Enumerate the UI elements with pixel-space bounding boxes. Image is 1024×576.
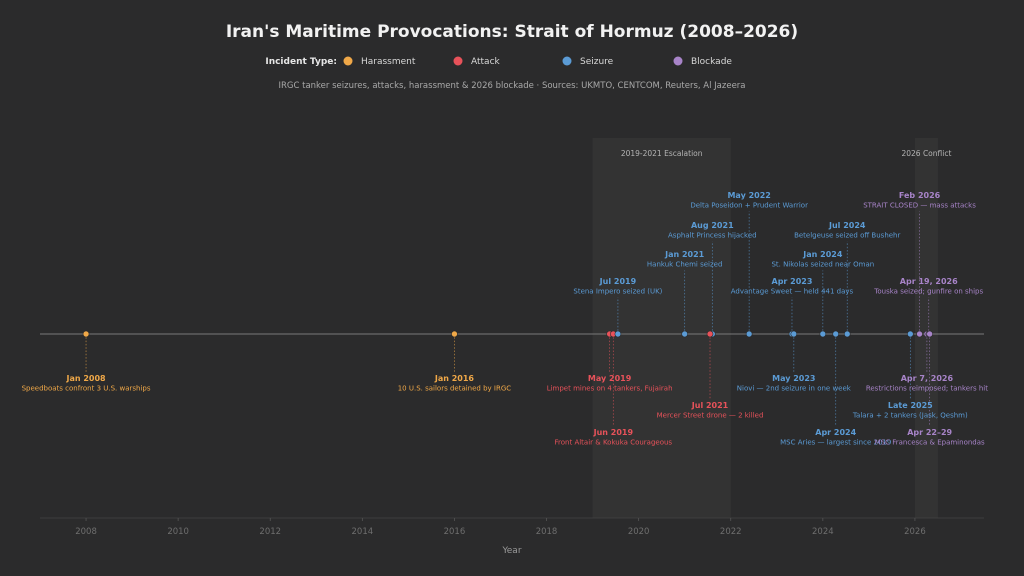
- x-tick-label: 2012: [259, 527, 281, 537]
- event-date-label: Jan 2024: [802, 250, 843, 259]
- x-axis-label: Year: [501, 546, 521, 556]
- event-date-label: May 2019: [588, 374, 632, 383]
- legend-title: Incident Type:: [265, 57, 337, 67]
- event-date-label: Jul 2024: [828, 221, 866, 230]
- event-date-label: Jul 2019: [599, 277, 637, 286]
- event-point: [614, 330, 622, 338]
- event-point: [706, 330, 714, 338]
- event-description: St. Nikolas seized near Oman: [771, 261, 874, 269]
- x-tick-label: 2020: [628, 527, 650, 537]
- legend-item-label: Blockade: [691, 57, 732, 67]
- legend-marker: [343, 56, 353, 66]
- event-point: [832, 330, 840, 338]
- x-tick-label: 2018: [536, 527, 558, 537]
- event-description: Hankuk Chemi seized: [647, 261, 723, 269]
- event-point: [82, 330, 90, 338]
- event-description: Talara + 2 tankers (Jask, Qeshm): [852, 412, 968, 420]
- event-date-label: Jul 2021: [691, 401, 729, 410]
- event-date-label: Jan 2021: [664, 250, 705, 259]
- event-date-label: Apr 2024: [815, 428, 856, 437]
- event-point: [745, 330, 753, 338]
- event-date-label: Aug 2021: [691, 221, 734, 230]
- legend-item-label: Attack: [471, 57, 501, 67]
- event-stems: [85, 211, 931, 426]
- event-description: Limpet mines on 4 tankers, Fujairah: [547, 385, 673, 393]
- event-point: [451, 330, 458, 338]
- event-description: Advantage Sweet — held 441 days: [731, 288, 854, 296]
- x-tick-label: 2022: [720, 527, 742, 537]
- event-points: [82, 330, 933, 338]
- event-point: [926, 330, 933, 338]
- x-tick-label: 2026: [904, 527, 926, 537]
- event-description: MSC Aries — largest since 2019: [780, 439, 891, 447]
- event-description: 10 U.S. sailors detained by IRGC: [398, 385, 512, 393]
- x-tick-label: 2014: [352, 527, 374, 537]
- period-label: 2026 Conflict: [901, 149, 951, 158]
- period-label: 2019-2021 Escalation: [621, 149, 703, 158]
- event-point: [916, 330, 923, 338]
- x-tick-label: 2024: [812, 527, 834, 537]
- legend-marker: [562, 56, 572, 66]
- event-date-label: Apr 7, 2026: [901, 374, 954, 383]
- event-date-label: Apr 2023: [772, 277, 813, 286]
- event-date-label: Jun 2019: [593, 428, 634, 437]
- event-point: [790, 330, 798, 338]
- event-description: Mercer Street drone — 2 killed: [657, 412, 764, 420]
- event-point: [843, 330, 851, 338]
- event-description: MSC Francesca & Epaminondas: [875, 439, 985, 447]
- chart-subtitle: IRGC tanker seizures, attacks, harassmen…: [278, 81, 745, 91]
- chart-title: Iran's Maritime Provocations: Strait of …: [226, 22, 798, 42]
- event-point: [681, 330, 688, 338]
- event-date-label: Late 2025: [888, 401, 933, 410]
- event-description: Asphalt Princess hijacked: [668, 232, 757, 240]
- event-date-label: Apr 22–29: [907, 428, 952, 437]
- event-point: [819, 330, 827, 338]
- event-date-label: Feb 2026: [899, 191, 941, 200]
- event-description: Stena Impero seized (UK): [573, 288, 662, 296]
- event-description: STRAIT CLOSED — mass attacks: [863, 202, 976, 210]
- period-band: [914, 138, 938, 518]
- event-description: Delta Poseidon + Prudent Warrior: [690, 202, 808, 210]
- event-date-label: May 2023: [772, 374, 815, 383]
- event-date-label: Jan 2008: [65, 374, 106, 383]
- legend-marker: [453, 56, 463, 66]
- period-bands: 2019-2021 Escalation 2026 Conflict: [592, 138, 951, 518]
- event-date-label: Apr 19, 2026: [900, 277, 958, 286]
- x-tick-label: 2010: [167, 527, 189, 537]
- x-tick-label: 2016: [444, 527, 466, 537]
- event-description: Betelgeuse seized off Bushehr: [794, 232, 900, 240]
- legend-item-label: Seizure: [580, 57, 614, 67]
- x-tick-label: 2008: [75, 527, 97, 537]
- event-labels: Jan 2008 Speedboats confront 3 U.S. warsh…: [22, 191, 989, 447]
- event-point: [907, 330, 914, 338]
- event-date-label: May 2022: [727, 191, 770, 200]
- event-description: Niovi — 2nd seizure in one week: [737, 385, 852, 393]
- x-axis-ticks: 2008 2010 2012 2014 2016 2018 2020 2022 2024 2026: [75, 518, 926, 537]
- event-description: Touska seized; gunfire on ships: [873, 288, 983, 296]
- event-description: Restrictions reimposed; tankers hit: [866, 385, 988, 393]
- legend-marker: [673, 56, 683, 66]
- event-description: Speedboats confront 3 U.S. warships: [22, 385, 151, 393]
- event-description: Front Altair & Kokuka Courageous: [555, 439, 673, 447]
- legend: Incident Type: Harassment Attack Seizure Blo…: [265, 56, 732, 67]
- period-band: [592, 138, 731, 518]
- legend-item-label: Harassment: [361, 57, 416, 67]
- event-date-label: Jan 2016: [434, 374, 475, 383]
